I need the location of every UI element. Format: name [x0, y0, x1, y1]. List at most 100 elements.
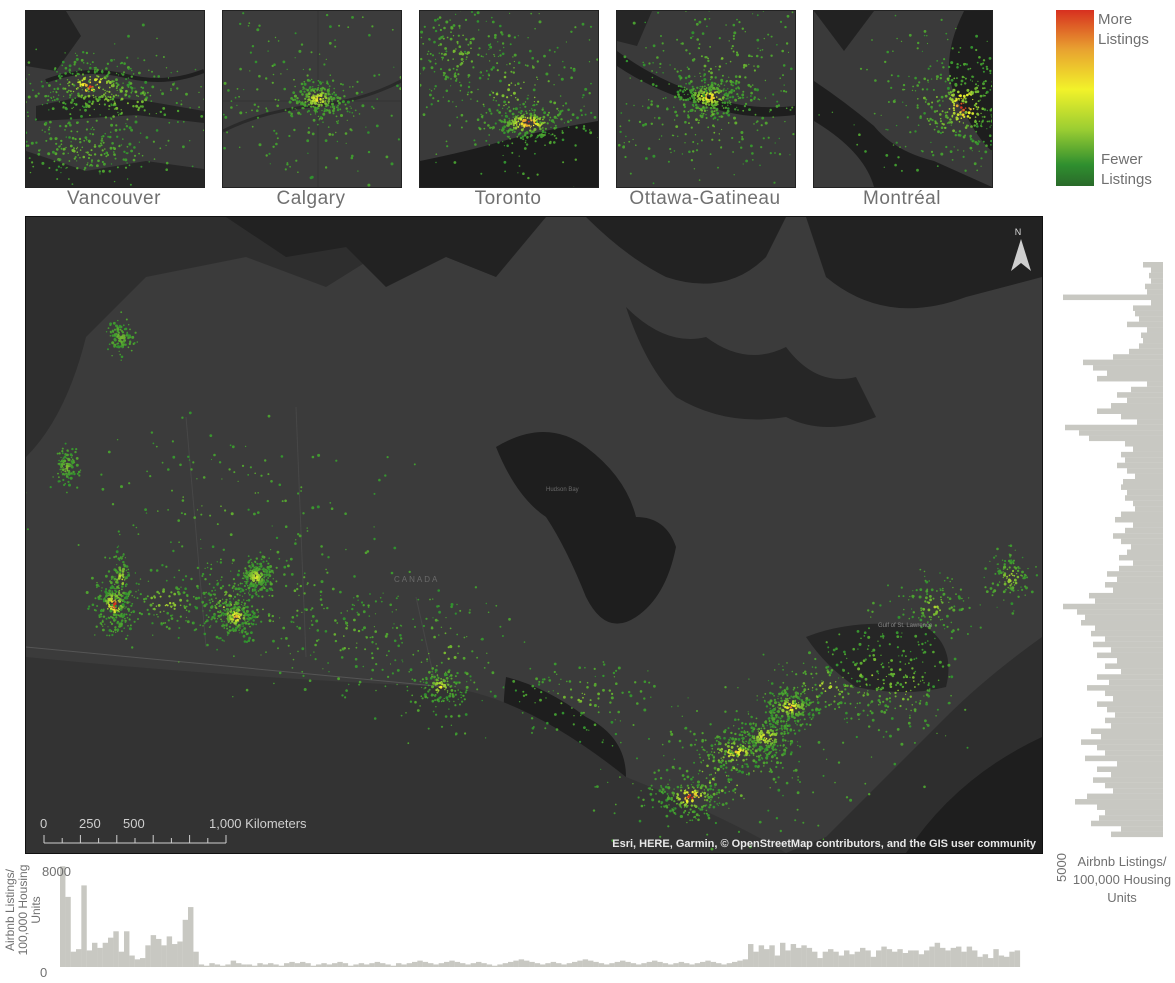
listing-dot — [266, 565, 270, 569]
listing-dot — [782, 89, 786, 93]
listing-dot — [687, 795, 690, 799]
listing-dot — [628, 140, 631, 143]
listing-dot — [596, 58, 598, 61]
listing-dot — [455, 105, 457, 108]
listing-dot — [953, 109, 956, 112]
listing-dot — [625, 135, 627, 138]
listing-dot — [90, 159, 94, 162]
listing-dot — [230, 570, 232, 572]
listing-dot — [375, 124, 379, 128]
listing-dot — [324, 102, 327, 105]
listing-dot — [297, 171, 299, 173]
listing-dot — [399, 87, 401, 90]
listing-dot — [180, 100, 182, 102]
listing-dot — [131, 602, 134, 605]
listing-dot — [551, 133, 554, 136]
listing-dot — [275, 536, 279, 540]
listing-dot — [456, 40, 459, 44]
listing-dot — [556, 107, 559, 110]
listing-dot — [916, 47, 919, 50]
listing-dot — [916, 168, 919, 172]
listing-dot — [950, 78, 954, 82]
listing-dot — [254, 561, 257, 564]
listing-dot — [337, 677, 340, 681]
listing-dot — [297, 111, 301, 115]
listing-dot — [393, 66, 395, 68]
listing-dot — [555, 126, 558, 129]
listing-dot — [101, 616, 103, 618]
listing-dot — [643, 680, 647, 683]
listing-dot — [892, 50, 894, 52]
listing-dot — [450, 605, 453, 609]
listing-dot — [945, 145, 948, 149]
listing-dot — [669, 809, 672, 813]
listing-dot — [355, 646, 358, 649]
listing-dot — [452, 67, 455, 70]
listing-dot — [232, 598, 235, 600]
listing-dot — [223, 81, 227, 85]
listing-dot — [256, 88, 259, 91]
listing-dot — [290, 573, 294, 576]
listing-dot — [705, 93, 708, 96]
listing-dot — [110, 604, 112, 607]
listing-dot — [284, 109, 287, 112]
listing-dot — [586, 686, 589, 689]
listing-dot — [312, 118, 316, 122]
listing-dot — [232, 696, 234, 698]
listing-dot — [76, 130, 79, 133]
listing-dot — [305, 88, 307, 90]
listing-dot — [86, 62, 89, 65]
listing-dot — [113, 556, 116, 559]
listing-dot — [439, 68, 443, 71]
listing-dot — [220, 614, 223, 617]
listing-dot — [249, 70, 251, 72]
listing-dot — [254, 60, 258, 64]
listing-dot — [717, 89, 721, 93]
listing-dot — [455, 682, 458, 685]
listing-dot — [335, 115, 338, 118]
listing-dot — [268, 619, 272, 623]
listing-dot — [411, 678, 414, 680]
listing-dot — [95, 70, 98, 73]
listing-dot — [85, 138, 88, 141]
listing-dot — [61, 64, 64, 67]
listing-dot — [104, 97, 108, 101]
listing-dot — [603, 663, 606, 666]
listing-dot — [406, 689, 409, 692]
listing-dot — [700, 55, 703, 58]
listing-dot — [948, 108, 951, 110]
listing-dot — [245, 688, 249, 692]
listing-dot — [338, 24, 341, 27]
listing-dot — [367, 183, 371, 187]
listing-dot — [159, 110, 162, 114]
listing-dot — [722, 767, 725, 770]
listing-dot — [55, 168, 58, 172]
listing-dot — [327, 93, 330, 96]
listing-dot — [324, 94, 326, 96]
listing-dot — [214, 604, 217, 607]
listing-dot — [64, 102, 67, 105]
listing-dot — [650, 100, 653, 103]
listing-dot — [391, 28, 394, 31]
listing-dot — [448, 708, 450, 710]
listing-dot — [688, 52, 691, 55]
listing-dot — [84, 82, 86, 85]
listing-dot — [189, 107, 191, 109]
listing-dot — [490, 112, 493, 115]
listing-dot — [240, 614, 242, 617]
listing-dot — [450, 685, 453, 687]
listing-dot — [488, 43, 491, 47]
listing-dot — [751, 729, 754, 733]
listing-dot — [353, 618, 356, 622]
listing-dot — [473, 139, 476, 142]
listing-dot — [697, 121, 700, 124]
listing-dot — [363, 626, 366, 630]
listing-dot — [195, 628, 198, 631]
listing-dot — [916, 106, 919, 108]
listing-dot — [324, 95, 327, 98]
listing-dot — [134, 87, 136, 89]
listing-dot — [518, 165, 521, 167]
listing-dot — [136, 94, 138, 97]
listing-dot — [451, 693, 454, 696]
listing-dot — [772, 740, 774, 742]
